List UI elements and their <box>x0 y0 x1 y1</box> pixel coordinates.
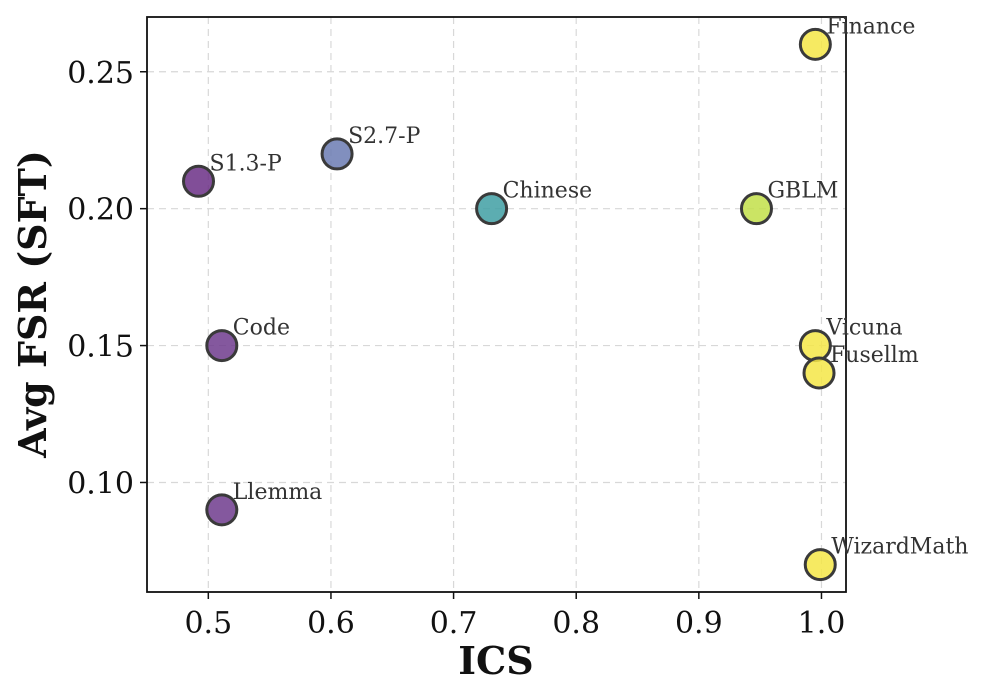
data-point <box>205 493 239 527</box>
point-label: Chinese <box>503 179 593 204</box>
grid-layer <box>147 17 846 592</box>
x-tick-label: 0.9 <box>675 606 723 641</box>
point-label: Code <box>233 316 290 341</box>
points-layer <box>182 27 837 582</box>
labels-layer: Finance S2.7-P S1.3-P Chinese GBLM Code Vicuna… <box>210 14 969 559</box>
data-point <box>739 192 773 226</box>
point-label: S2.7-P <box>348 124 420 149</box>
y-tick-label: 0.25 <box>67 56 134 91</box>
x-tick-label: 0.6 <box>307 606 355 641</box>
point-label: WizardMath <box>831 535 968 560</box>
x-tick-label: 0.7 <box>430 606 478 641</box>
data-point <box>798 27 832 61</box>
y-tick-label: 0.20 <box>67 193 134 228</box>
x-tick-label: 0.5 <box>184 606 232 641</box>
data-point <box>205 329 239 363</box>
data-point <box>320 137 354 171</box>
x-tick-label: 0.8 <box>552 606 600 641</box>
point-label: Fusellm <box>830 343 919 368</box>
tick-layer: 0.5 0.6 0.7 0.8 0.9 1.0 0.10 0.15 0.20 0.25 <box>67 56 845 641</box>
data-point <box>182 164 216 198</box>
point-label: Finance <box>826 14 915 39</box>
plot-frame <box>146 16 847 593</box>
x-axis-title: ICS <box>458 638 533 683</box>
y-axis-title: Avg FSR (SFT) <box>10 150 55 459</box>
x-tick-label: 1.0 <box>798 606 846 641</box>
point-label: GBLM <box>767 179 838 204</box>
data-point <box>802 356 836 390</box>
data-point <box>475 192 509 226</box>
y-tick-label: 0.15 <box>67 330 134 365</box>
point-label: S1.3-P <box>210 151 282 176</box>
data-point <box>803 548 837 582</box>
y-tick-label: 0.10 <box>67 466 134 501</box>
point-label: Llemma <box>233 480 323 505</box>
point-label: Vicuna <box>825 316 902 341</box>
